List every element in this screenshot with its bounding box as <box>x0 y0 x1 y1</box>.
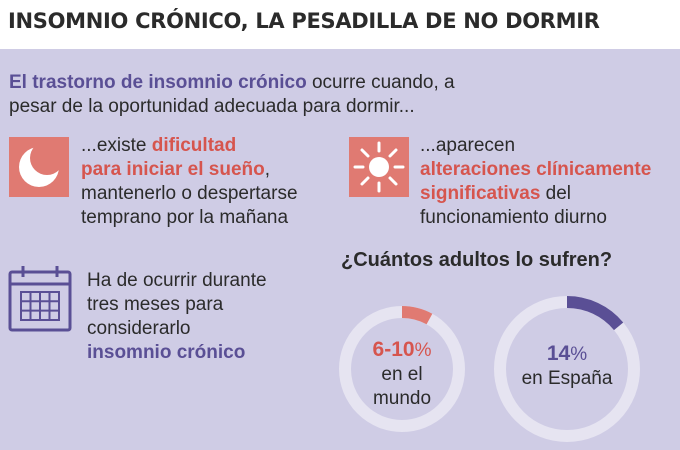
calendar-icon <box>7 264 73 334</box>
world-prevalence-unit: % <box>414 340 432 361</box>
sleep-l4: temprano por la mañana <box>81 207 289 228</box>
intro-line2: pesar de la oportunidad adecuada para do… <box>9 96 415 117</box>
page-title: INSOMNIO CRÓNICO, LA PESADILLA DE NO DOR… <box>8 9 600 33</box>
intro-rest: ocurre cuando, a <box>306 72 455 93</box>
day-l2-highlight: alteraciones clínicamente <box>420 159 652 180</box>
spain-prevalence-value: 14 <box>546 342 571 365</box>
world-prevalence-label: 6-10% en el mundo <box>338 338 466 411</box>
donut-arc <box>566 296 624 331</box>
spain-prevalence-unit: % <box>570 344 588 365</box>
duration-l3: considerarlo <box>87 318 191 339</box>
sleep-l2-suffix: , <box>264 159 271 180</box>
day-l3-highlight: significativas <box>420 183 541 204</box>
intro-text: El trastorno de insomnio crónico ocurre … <box>9 71 609 119</box>
prevalence-question: ¿Cuántos adultos lo sufren? <box>341 249 613 271</box>
sleep-l3: mantenerlo o despertarse <box>81 183 298 204</box>
sleep-l1-highlight: dificultad <box>151 135 237 156</box>
day-l3-suffix: del <box>540 183 572 204</box>
day-l4: funcionamiento diurno <box>420 207 607 228</box>
world-prevalence-donut <box>339 306 465 432</box>
duration-l2: tres meses para <box>87 294 224 315</box>
spain-label-l1: en España <box>521 368 613 389</box>
daytime-impairment-text: ...aparecen alteraciones clínicamente si… <box>420 134 678 230</box>
sleep-l1-prefix: ...existe <box>81 135 152 156</box>
donut-arc <box>401 306 433 325</box>
duration-text: Ha de ocurrir durante tres meses para co… <box>87 269 327 365</box>
world-label-l2: mundo <box>372 388 432 409</box>
content-panel <box>0 49 680 450</box>
duration-l1: Ha de ocurrir durante <box>87 270 267 291</box>
day-l1: ...aparecen <box>420 135 516 156</box>
spain-prevalence-label: 14% en España <box>493 342 641 391</box>
sleep-l2-highlight: para iniciar el sueño <box>81 159 265 180</box>
intro-highlight: El trastorno de insomnio crónico <box>9 72 307 93</box>
world-prevalence-value: 6-10 <box>372 338 415 361</box>
spain-prevalence-donut <box>494 296 640 442</box>
world-label-l1: en el <box>381 364 423 385</box>
sun-icon <box>349 137 409 197</box>
moon-icon <box>9 137 69 197</box>
duration-l4-highlight: insomnio crónico <box>87 342 246 363</box>
sleep-difficulty-text: ...existe dificultad para iniciar el sue… <box>81 134 341 230</box>
